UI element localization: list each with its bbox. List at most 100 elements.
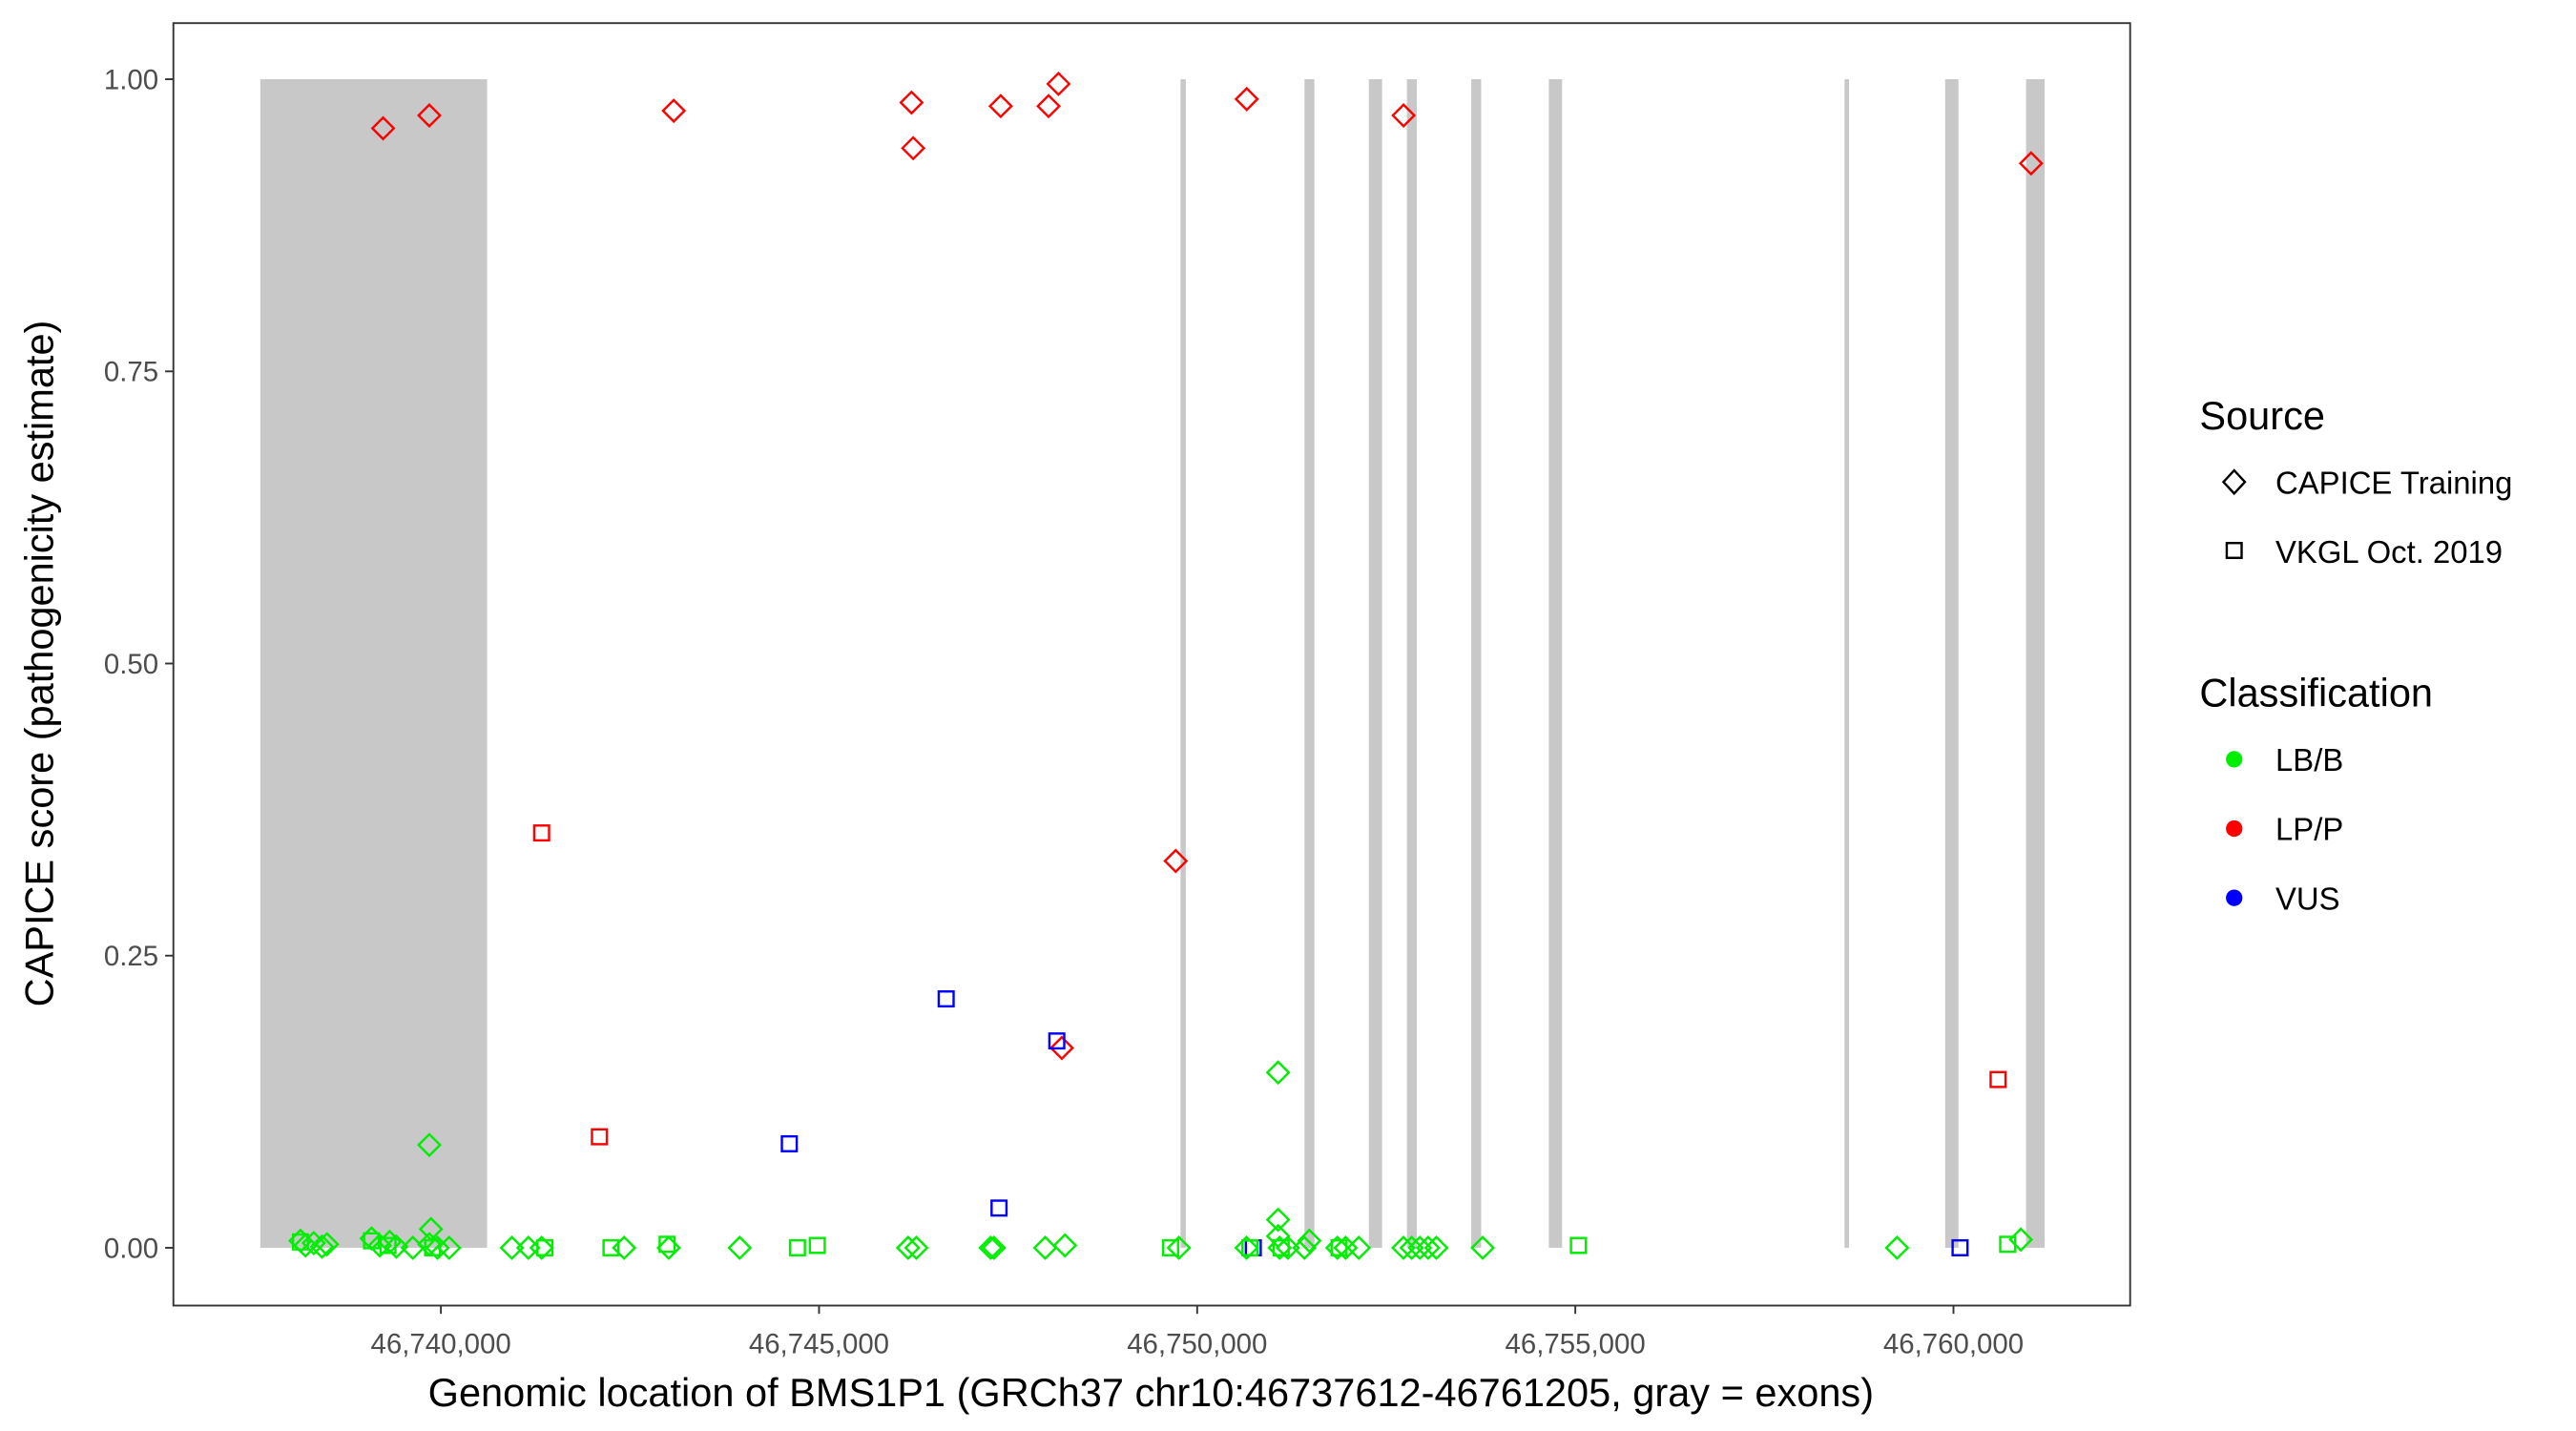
diamond-icon [2221,468,2247,496]
diamond-point [2018,151,2044,176]
square-point [990,1199,1008,1217]
exon-band [260,79,488,1248]
y-tick-label: 0.25 [104,941,158,972]
diamond-point [1275,1235,1300,1260]
diamond-point [655,1235,681,1260]
diamond-point [1234,1235,1259,1260]
diamond-point [1292,1235,1318,1260]
square-icon [2225,541,2243,559]
diamond-point [1297,1228,1322,1254]
legend-item-vus: VUS [2275,881,2340,916]
diamond-point [425,1235,450,1260]
x-tick-label: 46,755,000 [1506,1329,1646,1360]
x-tick-label: 46,740,000 [371,1329,511,1360]
data-points [288,71,2044,1260]
legend-source-title: Source [2199,393,2325,438]
diamond-point [1046,71,1071,96]
exon-band [1548,79,1563,1248]
square-point [591,1128,609,1146]
legend: Source CAPICE Training VKGL Oct. 2019 Cl… [2199,393,2512,916]
diamond-point [417,1132,442,1158]
square-point [808,1236,826,1255]
y-tick-label: 1.00 [104,64,158,95]
exon-band [2025,79,2046,1248]
diamond-point [529,1235,554,1260]
diamond-point [293,1233,319,1258]
diamond-point [1032,1235,1058,1260]
diamond-point [1052,1233,1078,1258]
square-point [1569,1236,1588,1255]
exon-band [1180,79,1186,1248]
diamond-point [1407,1235,1433,1260]
square-point [1241,1238,1259,1256]
diamond-point [1166,1235,1192,1260]
diamond-point [981,1235,1007,1260]
vus-dot-icon [2226,889,2243,906]
diamond-point [901,135,926,161]
legend-item-lbb: LB/B [2275,742,2343,778]
square-point [1989,1070,2007,1089]
diamond-point [309,1234,335,1259]
y-axis: 0.00 0.25 0.50 0.75 1.00 [104,64,174,1264]
diamond-point [1036,93,1062,119]
diamond-point [417,103,442,128]
diamond-point [1884,1235,1910,1260]
diamond-point [1163,848,1189,874]
square-point [424,1238,442,1256]
square-point [658,1235,676,1254]
diamond-point [1423,1235,1449,1260]
square-point [1330,1238,1348,1256]
exon-band [1471,79,1482,1248]
legend-item-lpp: LP/P [2275,812,2343,847]
square-point [780,1134,799,1152]
diamond-point [367,1233,393,1258]
x-axis-title: Genomic location of BMS1P1 (GRCh37 chr10… [428,1370,1874,1415]
diamond-point [1324,1235,1350,1260]
square-point [1161,1238,1179,1256]
diamond-point [1346,1235,1372,1260]
square-point [536,1238,554,1256]
y-axis-title: CAPICE score (pathogenicity estimate) [16,321,61,1007]
square-point [1048,1032,1066,1050]
diamond-point [727,1235,753,1260]
y-tick-label: 0.00 [104,1233,158,1264]
legend-class-title: Classification [2199,670,2433,715]
diamond-point [1234,86,1259,112]
diamond-point [1415,1235,1441,1260]
diamond-point [1049,1035,1074,1061]
square-point [1999,1235,2017,1254]
square-point [532,824,551,842]
diamond-point [1391,1235,1416,1260]
diamond-point [904,1235,929,1260]
exon-band [1844,79,1850,1248]
lbb-dot-icon [2226,751,2243,768]
exon-band [1406,79,1418,1248]
diamond-point [314,1232,340,1257]
exon-band [1944,79,1959,1248]
diamond-point [1265,1060,1291,1086]
diamond-point [987,93,1013,119]
diamond-point [1399,1235,1424,1260]
diamond-point [661,98,687,124]
diamond-point [515,1235,541,1260]
y-tick-label: 0.50 [104,649,158,680]
square-point [602,1238,620,1256]
diamond-point [1267,1235,1293,1260]
y-tick-label: 0.75 [104,357,158,388]
diamond-point [1265,1207,1291,1233]
square-point [788,1238,806,1256]
diamond-point [1391,103,1417,128]
legend-item-vkgl: VKGL Oct. 2019 [2275,534,2503,570]
lpp-dot-icon [2226,819,2243,838]
exon-band [1304,79,1315,1248]
legend-item-capice: CAPICE Training [2275,465,2512,500]
diamond-point [499,1235,525,1260]
square-point [1272,1238,1290,1256]
diamond-point [978,1235,1004,1260]
square-point [937,990,955,1008]
diamond-point [895,1235,921,1260]
exon-band [1368,79,1382,1248]
x-tick-label: 46,760,000 [1883,1329,2024,1360]
x-axis: 46,740,000 46,745,000 46,750,000 46,755,000… [371,1305,2024,1360]
